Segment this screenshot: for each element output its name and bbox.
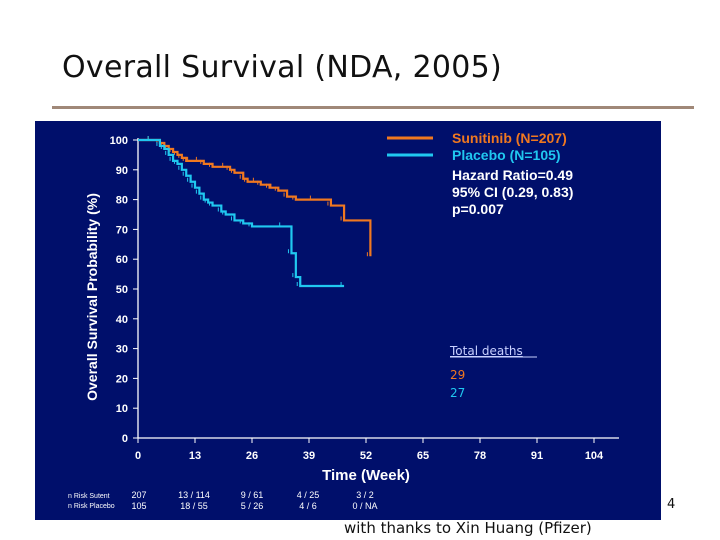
x-tick-label: 78 bbox=[474, 450, 486, 462]
at-risk-row-label: n Risk Placebo bbox=[68, 503, 115, 510]
y-tick-label: 50 bbox=[116, 284, 128, 296]
y-tick-label: 70 bbox=[116, 224, 128, 236]
x-tick-label: 13 bbox=[189, 450, 201, 462]
x-axis-label: Time (Week) bbox=[322, 467, 410, 484]
y-tick-label: 80 bbox=[116, 195, 128, 207]
at-risk-sunitinib: 3 / 2 bbox=[356, 490, 374, 500]
y-tick-label: 40 bbox=[116, 314, 128, 326]
legend-label: Sunitinib (N=207) bbox=[452, 130, 567, 146]
x-tick-label: 52 bbox=[360, 450, 372, 462]
y-tick-label: 30 bbox=[116, 344, 128, 356]
x-tick-label: 0 bbox=[135, 450, 141, 462]
at-risk-sunitinib: 9 / 61 bbox=[241, 490, 264, 500]
stat-annotation: Hazard Ratio=0.49 bbox=[452, 167, 573, 183]
at-risk-placebo: 0 / NA bbox=[352, 501, 377, 511]
km-chart: 0 10 20 30 40 50 60 70 80 90 100 0 13 26 39 52 65 78 91 104… bbox=[68, 130, 619, 511]
survival-curve-sunitinib bbox=[138, 138, 372, 257]
at-risk-placebo: 105 bbox=[131, 501, 146, 511]
x-tick-label: 65 bbox=[417, 450, 429, 462]
x-tick-label: 26 bbox=[246, 450, 258, 462]
y-tick-label: 100 bbox=[110, 135, 128, 147]
y-tick-label: 10 bbox=[116, 403, 128, 415]
y-tick-label: 90 bbox=[116, 165, 128, 177]
total-deaths-value: 27 bbox=[450, 386, 465, 400]
legend-label: Placebo (N=105) bbox=[452, 147, 561, 163]
stat-annotation: 95% CI (0.29, 0.83) bbox=[452, 184, 573, 200]
y-axis-label: Overall Survival Probability (%) bbox=[84, 193, 100, 401]
stat-annotation: p=0.007 bbox=[452, 201, 504, 217]
x-tick-label: 39 bbox=[303, 450, 315, 462]
title-divider bbox=[52, 106, 694, 109]
at-risk-sunitinib: 4 / 25 bbox=[297, 490, 320, 500]
survival-curve-placebo bbox=[138, 138, 345, 288]
slide-title: Overall Survival (NDA, 2005) bbox=[62, 50, 503, 85]
at-risk-row-label: n Risk Sutent bbox=[68, 493, 110, 500]
total-deaths-value: 29 bbox=[450, 368, 465, 382]
at-risk-placebo: 5 / 26 bbox=[241, 501, 264, 511]
at-risk-placebo: 18 / 55 bbox=[180, 501, 208, 511]
at-risk-sunitinib: 13 / 114 bbox=[178, 490, 210, 500]
acknowledgement-footer: with thanks to Xin Huang (Pfizer) bbox=[344, 519, 592, 537]
x-tick-label: 104 bbox=[585, 450, 604, 462]
km-plot-panel: 0 10 20 30 40 50 60 70 80 90 100 0 13 26 39 52 65 78 91 104… bbox=[35, 121, 661, 520]
at-risk-placebo: 4 / 6 bbox=[299, 501, 317, 511]
y-tick-label: 60 bbox=[116, 254, 128, 266]
y-tick-label: 20 bbox=[116, 373, 128, 385]
total-deaths-label: Total deaths bbox=[449, 344, 523, 358]
x-tick-label: 91 bbox=[531, 450, 543, 462]
at-risk-sunitinib: 207 bbox=[131, 490, 146, 500]
y-tick-label: 0 bbox=[122, 433, 128, 445]
page-number: 4 bbox=[667, 497, 676, 512]
